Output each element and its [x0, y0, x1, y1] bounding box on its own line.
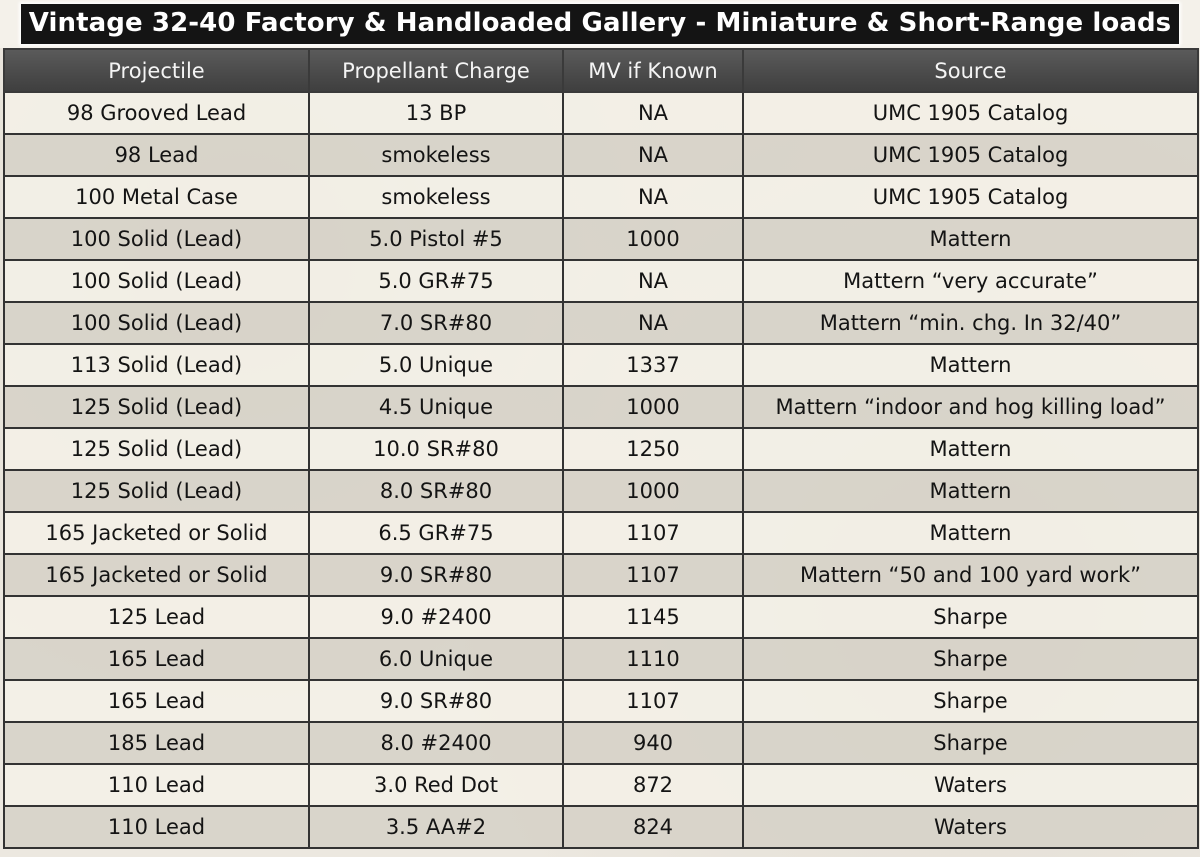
table-row: 165 Lead 9.0 SR#80 1107 Sharpe [3, 679, 1199, 723]
cell-source: Mattern “min. chg. In 32/40” [742, 301, 1199, 345]
cell-mv: 940 [562, 721, 744, 765]
cell-mv: 1107 [562, 511, 744, 555]
cell-source: Mattern [742, 511, 1199, 555]
cell-projectile: 113 Solid (Lead) [3, 343, 310, 387]
cell-propellant-charge: 5.0 Pistol #5 [308, 217, 564, 261]
cell-propellant-charge: 6.5 GR#75 [308, 511, 564, 555]
cell-mv: NA [562, 91, 744, 135]
cell-mv: NA [562, 259, 744, 303]
cell-projectile: 125 Solid (Lead) [3, 469, 310, 513]
cell-projectile: 125 Solid (Lead) [3, 385, 310, 429]
cell-projectile: 185 Lead [3, 721, 310, 765]
cell-projectile: 100 Solid (Lead) [3, 259, 310, 303]
table-row: 100 Solid (Lead) 5.0 Pistol #5 1000 Mattern [3, 217, 1199, 261]
page-title: Vintage 32-40 Factory & Handloaded Galle… [20, 4, 1180, 44]
column-header-source: Source [742, 48, 1199, 93]
cell-propellant-charge: 9.0 #2400 [308, 595, 564, 639]
cell-propellant-charge: 7.0 SR#80 [308, 301, 564, 345]
cell-propellant-charge: 8.0 #2400 [308, 721, 564, 765]
table-row: 100 Solid (Lead) 5.0 GR#75 NA Mattern “very… [3, 259, 1199, 303]
cell-source: Sharpe [742, 721, 1199, 765]
cell-projectile: 165 Lead [3, 679, 310, 723]
cell-source: Mattern “50 and 100 yard work” [742, 553, 1199, 597]
cell-source: Sharpe [742, 637, 1199, 681]
cell-projectile: 98 Grooved Lead [3, 91, 310, 135]
cell-propellant-charge: 10.0 SR#80 [308, 427, 564, 471]
column-header-projectile: Projectile [3, 48, 310, 93]
table-row: 125 Solid (Lead) 8.0 SR#80 1000 Mattern [3, 469, 1199, 513]
cell-propellant-charge: 8.0 SR#80 [308, 469, 564, 513]
cell-mv: NA [562, 133, 744, 177]
cell-propellant-charge: smokeless [308, 175, 564, 219]
table-row: 110 Lead 3.5 AA#2 824 Waters [3, 805, 1199, 849]
cell-mv: 1250 [562, 427, 744, 471]
cell-mv: 1110 [562, 637, 744, 681]
cell-mv: 1000 [562, 469, 744, 513]
title-bar: Vintage 32-40 Factory & Handloaded Galle… [0, 0, 1200, 48]
table-row: 125 Solid (Lead) 10.0 SR#80 1250 Mattern [3, 427, 1199, 471]
cell-mv: NA [562, 301, 744, 345]
cell-projectile: 165 Jacketed or Solid [3, 511, 310, 555]
cell-source: Mattern [742, 469, 1199, 513]
cell-propellant-charge: 9.0 SR#80 [308, 679, 564, 723]
cell-projectile: 100 Solid (Lead) [3, 301, 310, 345]
cell-source: Mattern “very accurate” [742, 259, 1199, 303]
cell-projectile: 165 Jacketed or Solid [3, 553, 310, 597]
cell-mv: 1000 [562, 217, 744, 261]
table-row: 98 Grooved Lead 13 BP NA UMC 1905 Catalog [3, 91, 1199, 135]
cell-propellant-charge: 5.0 Unique [308, 343, 564, 387]
cell-source: Waters [742, 805, 1199, 849]
cell-mv: 872 [562, 763, 744, 807]
column-header-propellant-charge: Propellant Charge [308, 48, 564, 93]
cell-mv: 1107 [562, 553, 744, 597]
cell-mv: 1337 [562, 343, 744, 387]
cell-propellant-charge: 13 BP [308, 91, 564, 135]
table-row: 98 Lead smokeless NA UMC 1905 Catalog [3, 133, 1199, 177]
cell-projectile: 110 Lead [3, 805, 310, 849]
table-body: 98 Grooved Lead 13 BP NA UMC 1905 Catalog 98… [3, 91, 1199, 849]
cell-propellant-charge: 5.0 GR#75 [308, 259, 564, 303]
cell-source: Waters [742, 763, 1199, 807]
cell-projectile: 165 Lead [3, 637, 310, 681]
cell-mv: NA [562, 175, 744, 219]
cell-mv: 1107 [562, 679, 744, 723]
table-row: 165 Lead 6.0 Unique 1110 Sharpe [3, 637, 1199, 681]
table-row: 165 Jacketed or Solid 6.5 GR#75 1107 Matter… [3, 511, 1199, 555]
cell-source: Mattern [742, 343, 1199, 387]
table-row: 113 Solid (Lead) 5.0 Unique 1337 Mattern [3, 343, 1199, 387]
cell-source: Sharpe [742, 679, 1199, 723]
cell-source: UMC 1905 Catalog [742, 175, 1199, 219]
cell-source: UMC 1905 Catalog [742, 91, 1199, 135]
table-row: 110 Lead 3.0 Red Dot 872 Waters [3, 763, 1199, 807]
cell-projectile: 100 Metal Case [3, 175, 310, 219]
table-row: 125 Lead 9.0 #2400 1145 Sharpe [3, 595, 1199, 639]
cell-propellant-charge: 3.5 AA#2 [308, 805, 564, 849]
cell-propellant-charge: 9.0 SR#80 [308, 553, 564, 597]
table-row: 185 Lead 8.0 #2400 940 Sharpe [3, 721, 1199, 765]
table-row: 165 Jacketed or Solid 9.0 SR#80 1107 Matter… [3, 553, 1199, 597]
cell-projectile: 100 Solid (Lead) [3, 217, 310, 261]
cell-source: Mattern “indoor and hog killing load” [742, 385, 1199, 429]
loads-table: Projectile Propellant Charge MV if Known… [3, 48, 1199, 849]
cell-mv: 1145 [562, 595, 744, 639]
cell-propellant-charge: smokeless [308, 133, 564, 177]
table-row: 100 Solid (Lead) 7.0 SR#80 NA Mattern “min.… [3, 301, 1199, 345]
cell-propellant-charge: 6.0 Unique [308, 637, 564, 681]
table-row: 100 Metal Case smokeless NA UMC 1905 Catalo… [3, 175, 1199, 219]
cell-source: Mattern [742, 427, 1199, 471]
cell-mv: 1000 [562, 385, 744, 429]
cell-projectile: 110 Lead [3, 763, 310, 807]
cell-projectile: 125 Lead [3, 595, 310, 639]
cell-source: UMC 1905 Catalog [742, 133, 1199, 177]
cell-source: Mattern [742, 217, 1199, 261]
cell-mv: 824 [562, 805, 744, 849]
column-header-mv-if-known: MV if Known [562, 48, 744, 93]
cell-propellant-charge: 3.0 Red Dot [308, 763, 564, 807]
table-row: 125 Solid (Lead) 4.5 Unique 1000 Mattern “i… [3, 385, 1199, 429]
cell-propellant-charge: 4.5 Unique [308, 385, 564, 429]
cell-source: Sharpe [742, 595, 1199, 639]
header-row: Projectile Propellant Charge MV if Known… [3, 48, 1199, 93]
cell-projectile: 125 Solid (Lead) [3, 427, 310, 471]
cell-projectile: 98 Lead [3, 133, 310, 177]
